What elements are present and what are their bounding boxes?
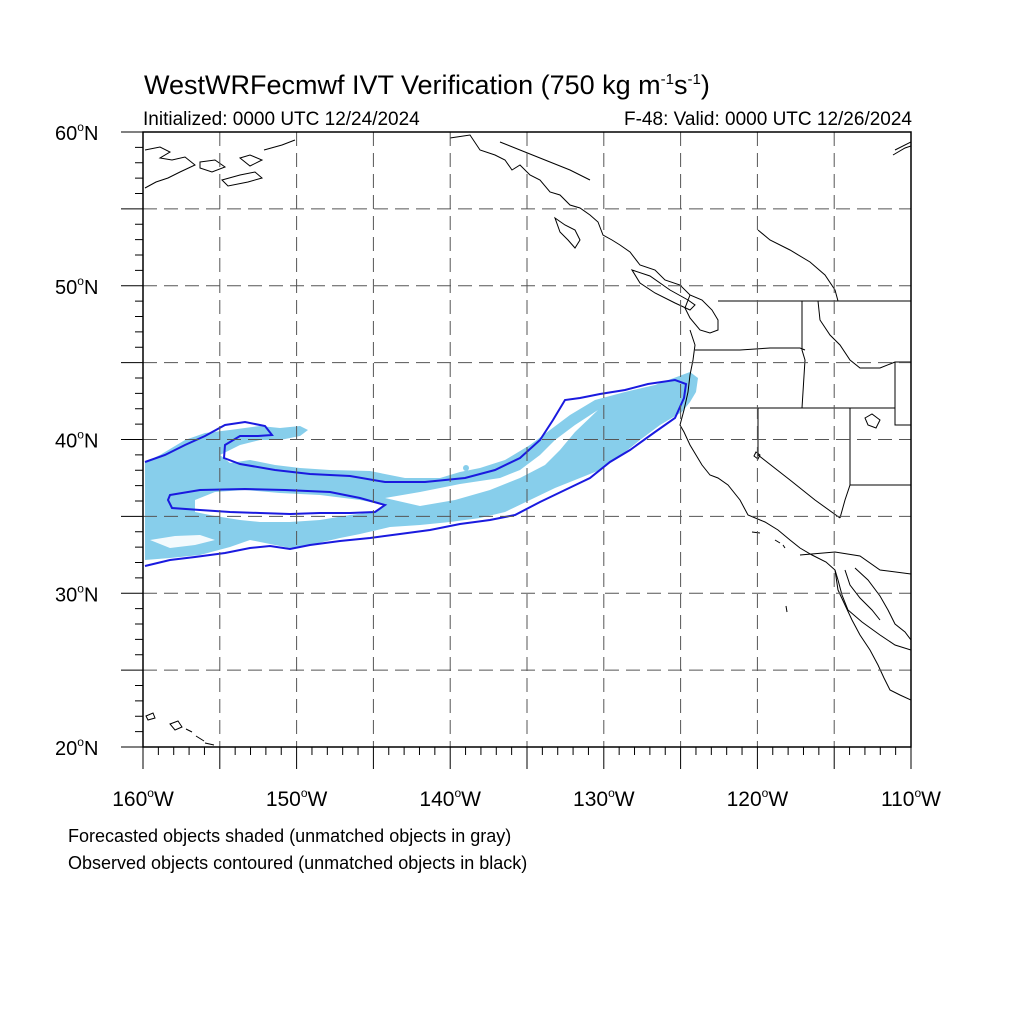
observed-outer-contour (144, 378, 688, 567)
us-mexico-border (799, 551, 911, 575)
us-west-coast (679, 329, 911, 651)
gulf-of-california (854, 567, 911, 641)
observed-inner-contour (166, 487, 388, 516)
great-salt-lake (864, 413, 881, 429)
hawaii-islands (145, 712, 215, 746)
legend-forecast-note: Forecasted objects shaded (unmatched obj… (68, 826, 512, 846)
observed-object (144, 378, 688, 567)
alaska-coast (144, 139, 296, 189)
channel-islands (751, 531, 786, 549)
guadalupe-island (785, 605, 788, 613)
longitude-label: 130oW (573, 786, 635, 811)
latitude-label: 50oN (55, 274, 98, 299)
bc-coast (449, 134, 719, 334)
wa-or-border (695, 347, 806, 351)
longitude-label: 120oW (727, 786, 789, 811)
ca-nv-border (757, 408, 841, 519)
latitude-labels: 60oN 50oN 40oN 30oN 20oN (55, 120, 98, 760)
lake-tahoe (753, 451, 761, 460)
graticule (143, 132, 911, 747)
vancouver-island (630, 269, 696, 311)
longitude-label: 110oW (881, 786, 941, 811)
idaho-west-border (801, 301, 806, 409)
longitude-label: 160oW (112, 786, 174, 811)
idaho-montana-border (817, 300, 911, 369)
longitude-label: 150oW (266, 786, 328, 811)
forecast-blob-small (463, 465, 469, 471)
baja-california (834, 569, 911, 701)
axis-ticks (121, 131, 912, 769)
ak-bc-border (499, 141, 591, 181)
nevada-east-border (839, 408, 851, 519)
coastlines (144, 134, 911, 746)
longitude-label: 140oW (419, 786, 481, 811)
forecast-gap-central (385, 410, 598, 506)
latitude-label: 60oN (55, 120, 98, 145)
latitude-label: 40oN (55, 428, 98, 453)
latitude-label: 30oN (55, 581, 98, 606)
haida-gwaii (554, 216, 581, 249)
utah-border (894, 362, 911, 426)
longitude-labels: 160oW 150oW 140oW 130oW 120oW 110oW (112, 786, 941, 811)
latitude-label: 20oN (55, 735, 98, 760)
legend-observed-note: Observed objects contoured (unmatched ob… (68, 853, 528, 873)
valid-time: F-48: Valid: 0000 UTC 12/26/2024 (624, 109, 912, 130)
bc-alberta-border (757, 229, 839, 302)
forecast-gap-bridge (150, 535, 215, 548)
initialized-time: Initialized: 0000 UTC 12/24/2024 (143, 109, 420, 130)
yukon-coast (892, 141, 911, 156)
plot-title: WestWRFecmwf IVT Verification (750 kg m-… (144, 70, 710, 100)
